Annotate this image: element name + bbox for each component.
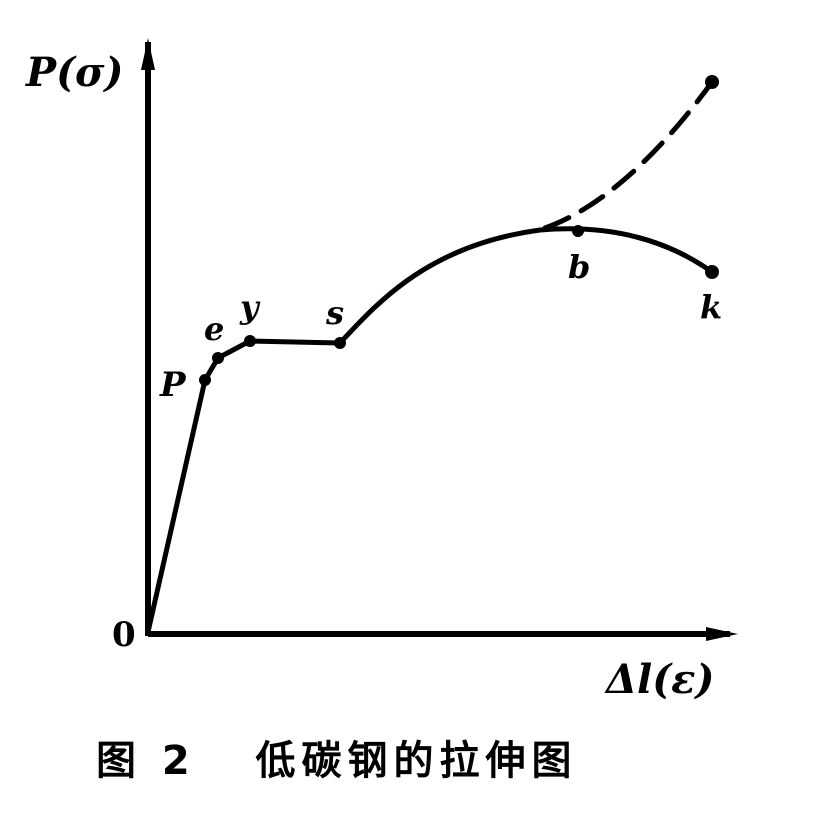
stress-strain-curve	[145, 226, 715, 635]
point-y-label: y	[239, 288, 261, 326]
origin-label: 0	[112, 615, 136, 655]
point-y-marker	[244, 335, 256, 347]
y-axis-arrow-icon	[141, 38, 155, 70]
y-axis-label: P(σ)	[25, 49, 123, 96]
dashed-end-marker	[705, 75, 719, 89]
point-s-marker	[334, 337, 346, 349]
point-b-marker	[572, 225, 584, 237]
true-stress-dashed-curve	[542, 79, 715, 231]
point-k-label: k	[700, 288, 722, 326]
point-p-label: P	[159, 365, 187, 405]
figure-caption: 图 2 低碳钢的拉伸图	[96, 738, 578, 784]
x-axis-label: Δl(ε)	[604, 656, 714, 703]
point-k-marker	[705, 265, 719, 279]
point-e-marker	[212, 352, 224, 364]
point-p-marker	[199, 374, 211, 386]
point-b-label: b	[568, 248, 590, 286]
point-s-label: s	[325, 294, 344, 332]
point-e-label: e	[204, 310, 224, 348]
x-axis-arrow-icon	[706, 627, 738, 641]
